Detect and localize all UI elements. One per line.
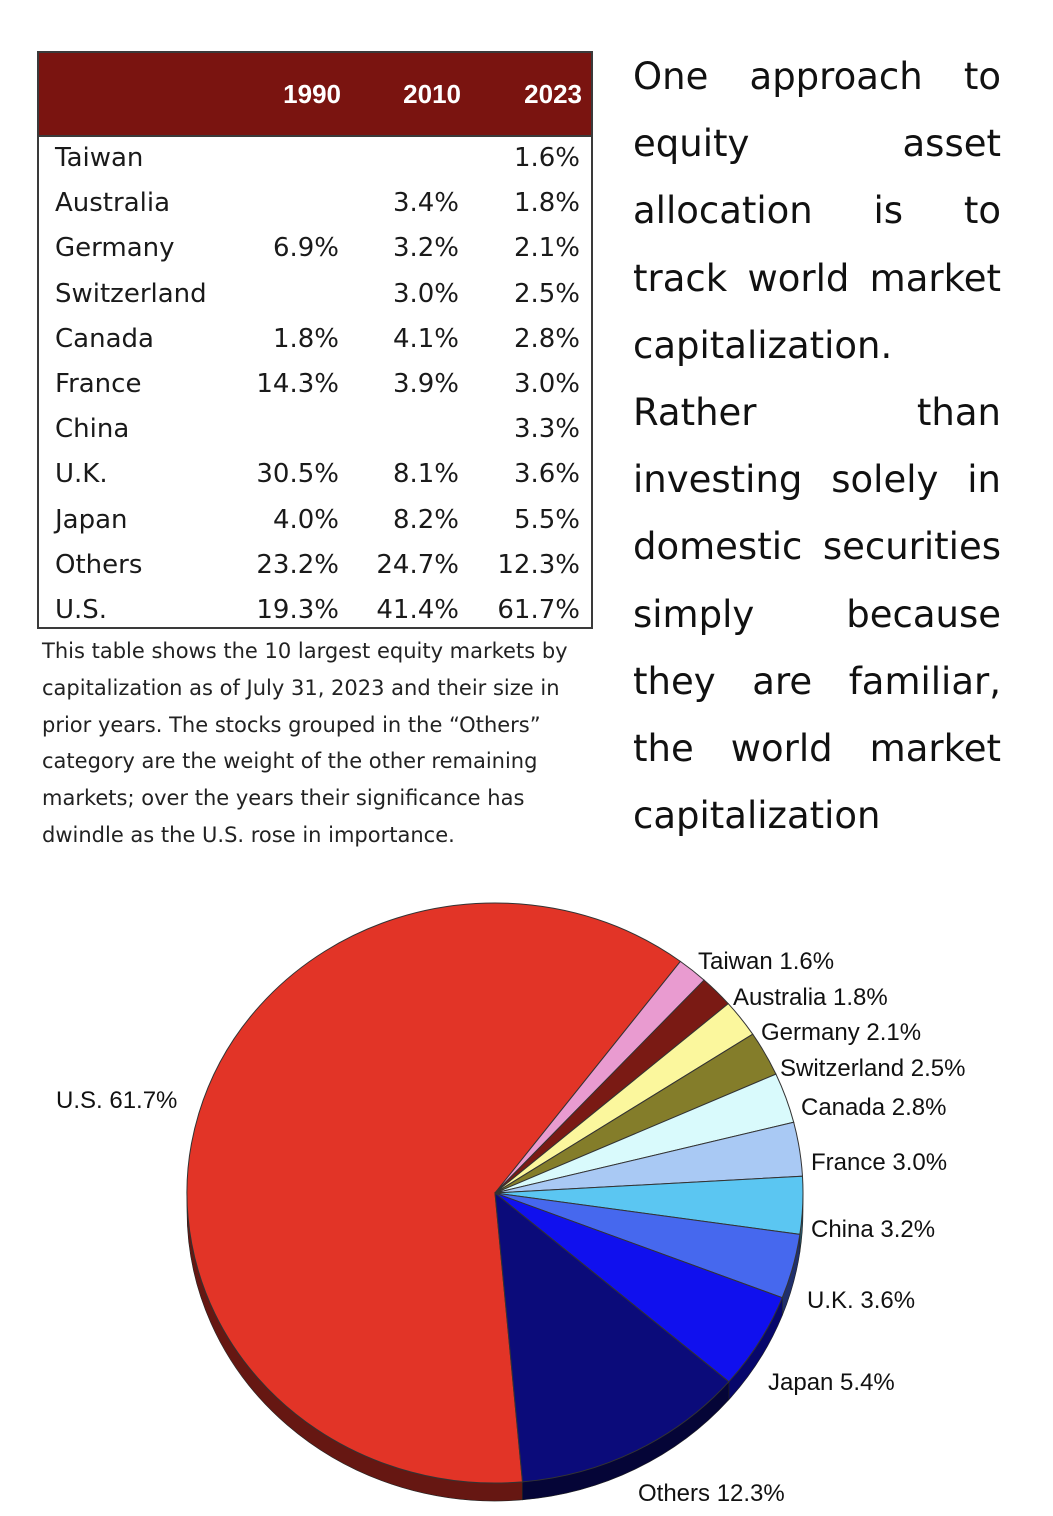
table-row: France 14.3% 3.9% 3.0% (39, 363, 591, 408)
pie-label: Canada 2.8% (801, 1094, 946, 1121)
cell-2023: 3.0% (513, 369, 580, 399)
row-country: U.K. (55, 459, 108, 490)
pie-label: Japan 5.4% (768, 1369, 895, 1396)
pie-label: Switzerland 2.5% (780, 1055, 965, 1082)
column-header-2023: 2023 (524, 79, 582, 109)
cell-2023: 5.5% (513, 504, 580, 535)
cell-2010: 24.7% (376, 549, 459, 580)
market-cap-table: 1990 2010 2023 Taiwan 1.6% Australia 3.4% 1.… (37, 51, 593, 629)
paragraph-text-1: One approach to equity asset allocation … (633, 55, 1001, 367)
cell-2023: 1.8% (513, 188, 580, 219)
cell-2010: 3.9% (392, 369, 459, 399)
pie-chart: U.S. 61.7% Taiwan 1.6% Australia 1.8% Germa… (40, 893, 1008, 1513)
pie-label: U.K. 3.6% (807, 1287, 915, 1314)
pie-slice (494, 1191, 730, 1483)
row-country: U.S. (55, 595, 108, 625)
row-country: France (55, 369, 142, 399)
cell-2023: 2.1% (513, 233, 580, 264)
pie-label: China 3.2% (811, 1216, 935, 1243)
paragraph-text-2: Rather than investing solely in domestic… (633, 391, 1001, 838)
column-header-2010: 2010 (403, 79, 461, 109)
cell-1990: 30.5% (256, 459, 339, 490)
cell-2010: 8.1% (392, 459, 459, 490)
cell-2010: 3.4% (392, 188, 459, 219)
cell-2023: 3.6% (513, 459, 580, 490)
pie-label: France 3.0% (811, 1149, 947, 1176)
cell-2010: 4.1% (392, 323, 459, 354)
cell-1990: 23.2% (256, 549, 339, 580)
cell-2023: 2.8% (513, 323, 580, 354)
row-country: Switzerland (55, 278, 207, 309)
cell-1990: 1.8% (272, 323, 339, 354)
row-country: Others (55, 549, 143, 580)
cell-2023: 1.6% (513, 143, 580, 173)
cell-2010: 41.4% (376, 595, 459, 625)
cell-2010: 3.0% (392, 278, 459, 309)
row-country: Germany (55, 233, 175, 264)
column-header-1990: 1990 (283, 79, 341, 109)
cell-2010: 8.2% (392, 504, 459, 535)
cell-1990: 14.3% (256, 369, 339, 399)
table-header: 1990 2010 2023 (39, 53, 591, 137)
cell-1990: 6.9% (272, 233, 339, 264)
cell-2010: 3.2% (392, 233, 459, 264)
cell-1990: 4.0% (272, 504, 339, 535)
row-country: Canada (55, 323, 154, 354)
pie-label: Others 12.3% (638, 1480, 785, 1507)
table-row: Germany 6.9% 3.2% 2.1% (39, 227, 591, 272)
table-row: Japan 4.0% 8.2% 5.5% (39, 499, 591, 544)
cell-1990: 19.3% (256, 595, 339, 625)
table-row: U.K. 30.5% 8.1% 3.6% (39, 453, 591, 498)
row-country: China (55, 414, 130, 445)
table-row: Switzerland 3.0% 2.5% (39, 273, 591, 318)
pie-label: Taiwan 1.6% (698, 948, 834, 975)
body-paragraph: One approach to equity asset allocation … (633, 43, 1001, 849)
table-row: China 3.3% (39, 408, 591, 453)
table-caption: This table shows the 10 largest equity m… (42, 639, 568, 847)
row-country: Taiwan (55, 143, 144, 173)
table-row: Others 23.2% 24.7% 12.3% (39, 544, 591, 589)
table-row: Canada 1.8% 4.1% 2.8% (39, 318, 591, 363)
cell-2023: 12.3% (497, 549, 580, 580)
cell-2023: 61.7% (497, 595, 580, 625)
table-row: Australia 3.4% 1.8% (39, 182, 591, 227)
cell-2023: 3.3% (513, 414, 580, 445)
pie-slice (186, 902, 682, 1484)
pie-label: U.S. 61.7% (56, 1087, 177, 1114)
cell-2023: 2.5% (513, 278, 580, 309)
row-country: Australia (55, 188, 171, 219)
table-row: Taiwan 1.6% (39, 137, 591, 182)
pie-label: Australia 1.8% (733, 984, 888, 1011)
row-country: Japan (55, 504, 128, 535)
pie-label: Germany 2.1% (761, 1019, 921, 1046)
table-row: U.S. 19.3% 41.4% 61.7% (39, 589, 591, 634)
